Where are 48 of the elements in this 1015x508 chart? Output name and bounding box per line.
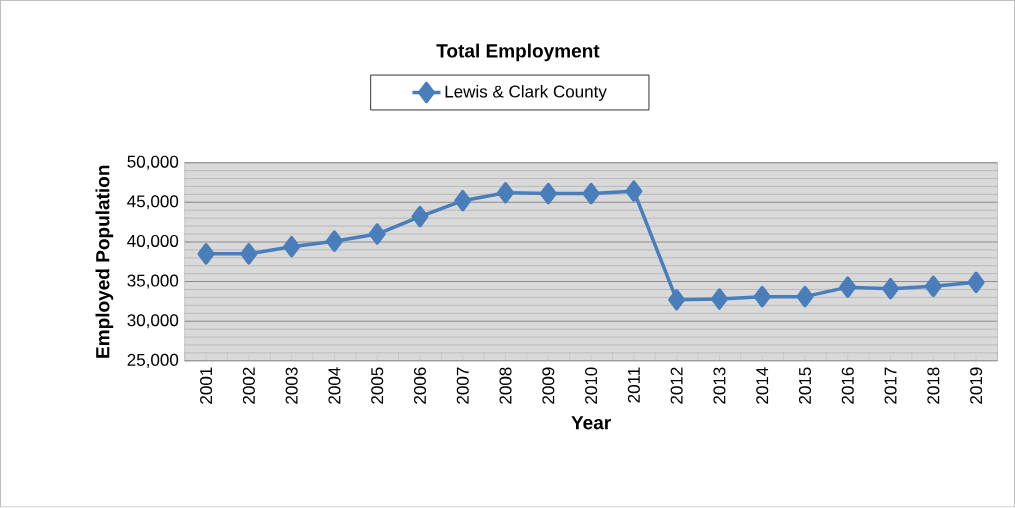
y-tick-label: 50,000 — [127, 155, 179, 170]
point — [710, 288, 728, 311]
point — [625, 180, 643, 203]
x-tick-label: 2018 — [927, 367, 940, 404]
point — [454, 190, 472, 212]
y-tick-label: 45,000 — [127, 195, 179, 210]
point — [924, 275, 942, 298]
point — [283, 236, 301, 258]
x-tick-label: 2009 — [542, 367, 555, 404]
x-tick-label: 2014 — [756, 367, 769, 404]
point — [796, 286, 814, 308]
point — [582, 183, 600, 205]
x-tick-label: 2007 — [456, 367, 469, 404]
legend-label: Lewis & Clark County — [445, 85, 607, 102]
x-axis-title: Year — [571, 416, 611, 430]
x-tick-label: 2012 — [670, 367, 683, 404]
point — [368, 223, 386, 246]
point — [197, 243, 215, 265]
y-tick-label: 30,000 — [127, 314, 179, 329]
x-tick-label: 2015 — [798, 367, 812, 404]
x-tick-label: 2001 — [200, 367, 213, 404]
x-tick-label: 2004 — [328, 367, 341, 404]
point — [882, 278, 900, 300]
x-tick-label: 2013 — [713, 367, 726, 404]
point — [668, 289, 686, 311]
x-tick-label: 2016 — [841, 367, 854, 404]
chart-title: Total Employment — [436, 43, 600, 62]
x-tick-label: 2019 — [970, 367, 983, 404]
x-tick-label: 2008 — [499, 367, 512, 404]
y-tick-label: 35,000 — [127, 274, 179, 289]
point — [411, 206, 429, 228]
x-tick-label: 2005 — [371, 367, 384, 404]
y-tick-label: 25,000 — [127, 354, 179, 369]
x-tick-label: 2006 — [413, 367, 426, 404]
point — [539, 183, 557, 205]
x-tick-label: 2011 — [627, 367, 640, 403]
x-tick-label: 2002 — [242, 367, 255, 404]
x-tick-label: 2017 — [884, 367, 897, 404]
x-tick-label: 2010 — [585, 367, 598, 404]
point — [839, 276, 857, 299]
y-tick-label: 40,000 — [127, 235, 179, 250]
y-axis-title: Employed Population — [95, 165, 114, 358]
x-tick-label: 2003 — [285, 367, 298, 404]
point — [325, 230, 343, 253]
point — [240, 243, 258, 265]
point — [967, 271, 985, 294]
point — [497, 182, 515, 204]
point — [753, 286, 771, 308]
